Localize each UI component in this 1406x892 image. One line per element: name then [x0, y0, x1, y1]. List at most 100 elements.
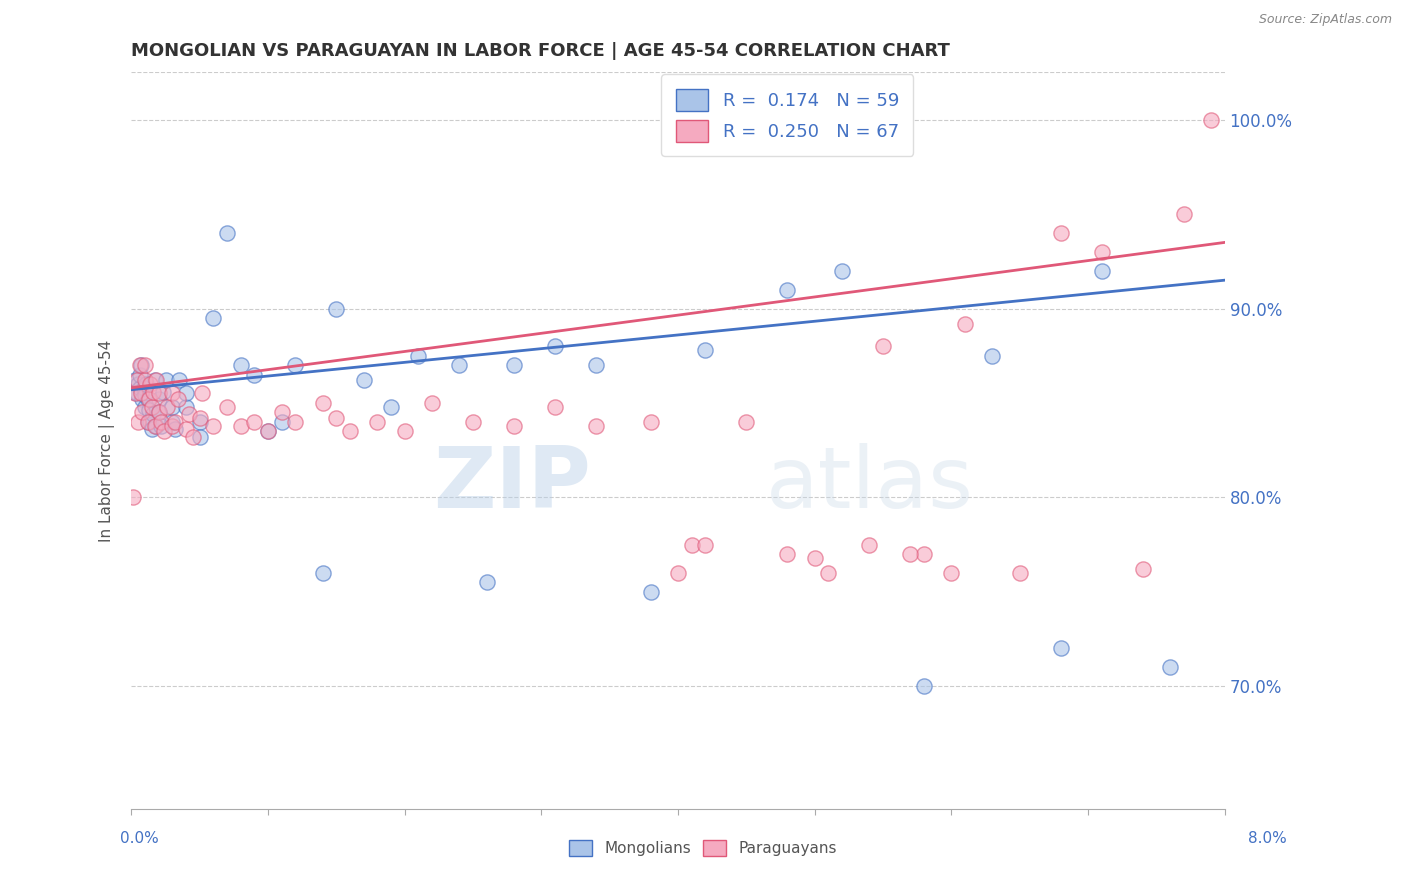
Point [188, 415, 211, 429]
Point [912, 547, 935, 561]
Point [138, 392, 160, 406]
Point [695, 343, 717, 357]
Text: MONGOLIAN VS PARAGUAYAN IN LABOR FORCE | AGE 45-54 CORRELATION CHART: MONGOLIAN VS PARAGUAYAN IN LABOR FORCE |… [131, 42, 950, 60]
Point [503, 418, 526, 433]
Legend: R =  0.174   N = 59, R =  0.250   N = 67: R = 0.174 N = 59, R = 0.250 N = 67 [661, 74, 914, 156]
Point [735, 415, 758, 429]
Point [125, 373, 148, 387]
Legend: Mongolians, Paraguayans: Mongolians, Paraguayans [562, 834, 844, 862]
Point [124, 386, 146, 401]
Point [503, 358, 526, 372]
Point [148, 392, 170, 406]
Point [284, 415, 307, 429]
Point [142, 384, 165, 399]
Point [544, 400, 567, 414]
Point [181, 430, 204, 444]
Point [145, 373, 167, 387]
Point [136, 415, 159, 429]
Point [191, 386, 214, 401]
Point [858, 538, 880, 552]
Point [167, 373, 190, 387]
Point [229, 358, 252, 372]
Point [143, 373, 166, 387]
Point [695, 538, 717, 552]
Point [681, 538, 703, 552]
Point [1049, 226, 1071, 240]
Text: 0.0%: 0.0% [120, 831, 159, 846]
Point [156, 400, 179, 414]
Point [162, 418, 184, 433]
Point [215, 400, 238, 414]
Point [132, 381, 155, 395]
Point [912, 679, 935, 693]
Point [148, 405, 170, 419]
Point [420, 396, 443, 410]
Point [134, 373, 156, 387]
Point [585, 358, 607, 372]
Point [394, 424, 416, 438]
Point [257, 424, 280, 438]
Point [177, 407, 200, 421]
Point [127, 415, 149, 429]
Point [1173, 207, 1195, 221]
Point [408, 349, 430, 363]
Point [640, 584, 662, 599]
Point [1049, 641, 1071, 656]
Point [134, 400, 156, 414]
Point [165, 422, 187, 436]
Point [270, 405, 292, 419]
Point [666, 566, 689, 580]
Point [544, 339, 567, 353]
Point [141, 422, 163, 436]
Point [202, 310, 225, 325]
Point [776, 547, 799, 561]
Point [188, 430, 211, 444]
Point [243, 415, 266, 429]
Point [229, 418, 252, 433]
Point [141, 400, 163, 414]
Point [817, 566, 839, 580]
Point [1132, 562, 1154, 576]
Point [127, 377, 149, 392]
Point [831, 264, 853, 278]
Point [1008, 566, 1031, 580]
Point [148, 405, 170, 419]
Point [148, 386, 170, 401]
Y-axis label: In Labor Force | Age 45-54: In Labor Force | Age 45-54 [100, 340, 115, 541]
Point [121, 491, 143, 505]
Point [174, 422, 197, 436]
Point [122, 384, 145, 399]
Point [380, 400, 402, 414]
Point [1159, 660, 1181, 674]
Point [174, 400, 197, 414]
Point [941, 566, 963, 580]
Point [162, 415, 184, 429]
Point [162, 400, 184, 414]
Point [898, 547, 921, 561]
Point [150, 415, 173, 429]
Point [165, 415, 187, 429]
Point [136, 392, 159, 406]
Point [124, 373, 146, 387]
Point [339, 424, 361, 438]
Point [155, 373, 177, 387]
Point [981, 349, 1004, 363]
Point [125, 386, 148, 401]
Point [461, 415, 484, 429]
Point [142, 407, 165, 421]
Point [143, 418, 166, 433]
Point [243, 368, 266, 382]
Point [284, 358, 307, 372]
Point [270, 415, 292, 429]
Point [188, 411, 211, 425]
Point [139, 377, 162, 392]
Point [311, 396, 333, 410]
Text: Source: ZipAtlas.com: Source: ZipAtlas.com [1258, 13, 1392, 27]
Point [202, 418, 225, 433]
Point [1199, 112, 1222, 127]
Text: atlas: atlas [765, 443, 973, 526]
Point [1091, 264, 1114, 278]
Point [139, 415, 162, 429]
Point [311, 566, 333, 580]
Point [174, 386, 197, 401]
